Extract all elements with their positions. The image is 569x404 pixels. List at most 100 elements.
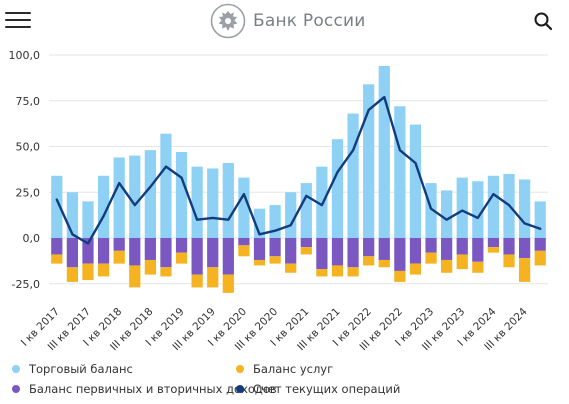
bar-income-balance: [518, 238, 531, 259]
line-current-account: [55, 95, 542, 245]
y-tick-label: 50,0: [16, 141, 41, 154]
bar-services-balance: [363, 256, 375, 266]
bar-services-balance: [378, 259, 390, 268]
bar-income-balance: [331, 238, 344, 266]
bar-trade-balance: [409, 124, 422, 238]
bar-income-balance: [269, 238, 281, 257]
bar-trade-balance: [487, 175, 500, 238]
bar-trade-balance: [175, 151, 188, 238]
bar-services-balance: [285, 263, 297, 273]
bar-services-balance: [347, 267, 359, 277]
y-tick-label: 100,0: [9, 49, 41, 62]
legend-label: Баланс услуг: [253, 362, 334, 376]
bar-services-balance: [441, 259, 453, 273]
hamburger-menu-icon[interactable]: [5, 10, 31, 30]
bar-trade-balance: [456, 177, 468, 238]
bar-services-balance: [97, 263, 110, 277]
bar-services-balance: [487, 247, 500, 253]
eagle-emblem-icon: [210, 3, 246, 39]
bar-income-balance: [97, 238, 110, 264]
bar-trade-balance: [253, 208, 266, 238]
bar-trade-balance: [347, 113, 359, 238]
bar-services-balance: [518, 258, 531, 282]
bar-income-balance: [363, 238, 375, 257]
bar-income-balance: [534, 238, 546, 251]
bar-trade-balance: [191, 166, 203, 238]
bar-trade-balance: [269, 205, 281, 238]
legend-swatch: [12, 385, 20, 393]
menu-line: [5, 26, 31, 28]
y-tick-label: -25,0: [12, 278, 40, 291]
bar-services-balance: [300, 247, 312, 255]
bar-services-balance: [409, 263, 422, 275]
bar-services-balance: [238, 245, 250, 257]
bar-income-balance: [207, 238, 219, 268]
bar-trade-balance: [222, 162, 234, 238]
bar-services-balance: [113, 250, 125, 264]
bar-income-balance: [409, 238, 422, 264]
legend-label: Торговый баланс: [29, 362, 133, 376]
bar-trade-balance: [363, 84, 375, 238]
bar-services-balance: [160, 267, 172, 277]
bar-trade-balance: [113, 157, 125, 238]
menu-line: [5, 19, 31, 21]
bar-trade-balance: [207, 168, 219, 238]
bar-trade-balance: [285, 192, 297, 238]
bar-income-balance: [66, 238, 79, 268]
bar-income-balance: [129, 238, 141, 266]
bar-trade-balance: [300, 183, 312, 238]
bar-income-balance: [175, 238, 188, 253]
bar-trade-balance: [82, 201, 94, 238]
bar-income-balance: [144, 238, 156, 260]
bar-services-balance: [534, 250, 546, 266]
bar-trade-balance: [144, 150, 156, 238]
bar-services-balance: [129, 265, 141, 288]
bar-services-balance: [207, 267, 219, 288]
bar-income-balance: [503, 238, 515, 255]
bar-services-balance: [269, 256, 281, 264]
logo-text: Банк России: [253, 11, 366, 31]
search-icon[interactable]: [533, 11, 553, 31]
legend-swatch: [236, 385, 244, 393]
bar-income-balance: [222, 238, 234, 275]
bar-trade-balance: [238, 177, 250, 238]
bar-trade-balance: [66, 192, 79, 238]
bar-trade-balance: [160, 133, 172, 238]
bar-income-balance: [487, 238, 500, 248]
bar-trade-balance: [331, 139, 344, 238]
bar-income-balance: [113, 238, 125, 251]
bar-income-balance: [51, 238, 63, 255]
bar-trade-balance: [394, 106, 406, 238]
bar-services-balance: [472, 261, 484, 273]
bar-trade-balance: [51, 175, 63, 238]
bar-trade-balance: [425, 183, 437, 238]
y-tick-label: 0,0: [23, 232, 41, 245]
chart-legend: Торговый баланс Баланс услуг Баланс перв…: [0, 355, 569, 404]
bar-services-balance: [316, 269, 328, 277]
bar-income-balance: [300, 238, 312, 248]
bar-services-balance: [144, 259, 156, 275]
bar-trade-balance: [472, 181, 484, 238]
bar-services-balance: [66, 267, 79, 282]
legend-label: Баланс первичных и вторичных доходов: [29, 382, 277, 396]
bar-income-balance: [441, 238, 453, 260]
bar-trade-balance: [534, 201, 546, 238]
legend-swatch: [236, 365, 244, 373]
bar-income-balance: [238, 238, 250, 246]
bar-trade-balance: [441, 190, 453, 238]
bar-income-balance: [347, 238, 359, 268]
bar-services-balance: [503, 254, 515, 268]
bank-logo[interactable]: Банк России: [210, 3, 365, 39]
bar-services-balance: [175, 252, 188, 264]
bar-income-balance: [253, 238, 266, 260]
bar-trade-balance: [129, 155, 141, 238]
bar-services-balance: [425, 252, 437, 264]
bar-trade-balance: [378, 65, 390, 238]
bar-services-balance: [191, 274, 203, 288]
bar-income-balance: [456, 238, 468, 255]
site-header: Банк России: [0, 0, 569, 44]
bar-services-balance: [51, 254, 63, 264]
y-tick-label: 25,0: [16, 186, 41, 199]
legend-label: Счет текущих операций: [253, 382, 401, 396]
